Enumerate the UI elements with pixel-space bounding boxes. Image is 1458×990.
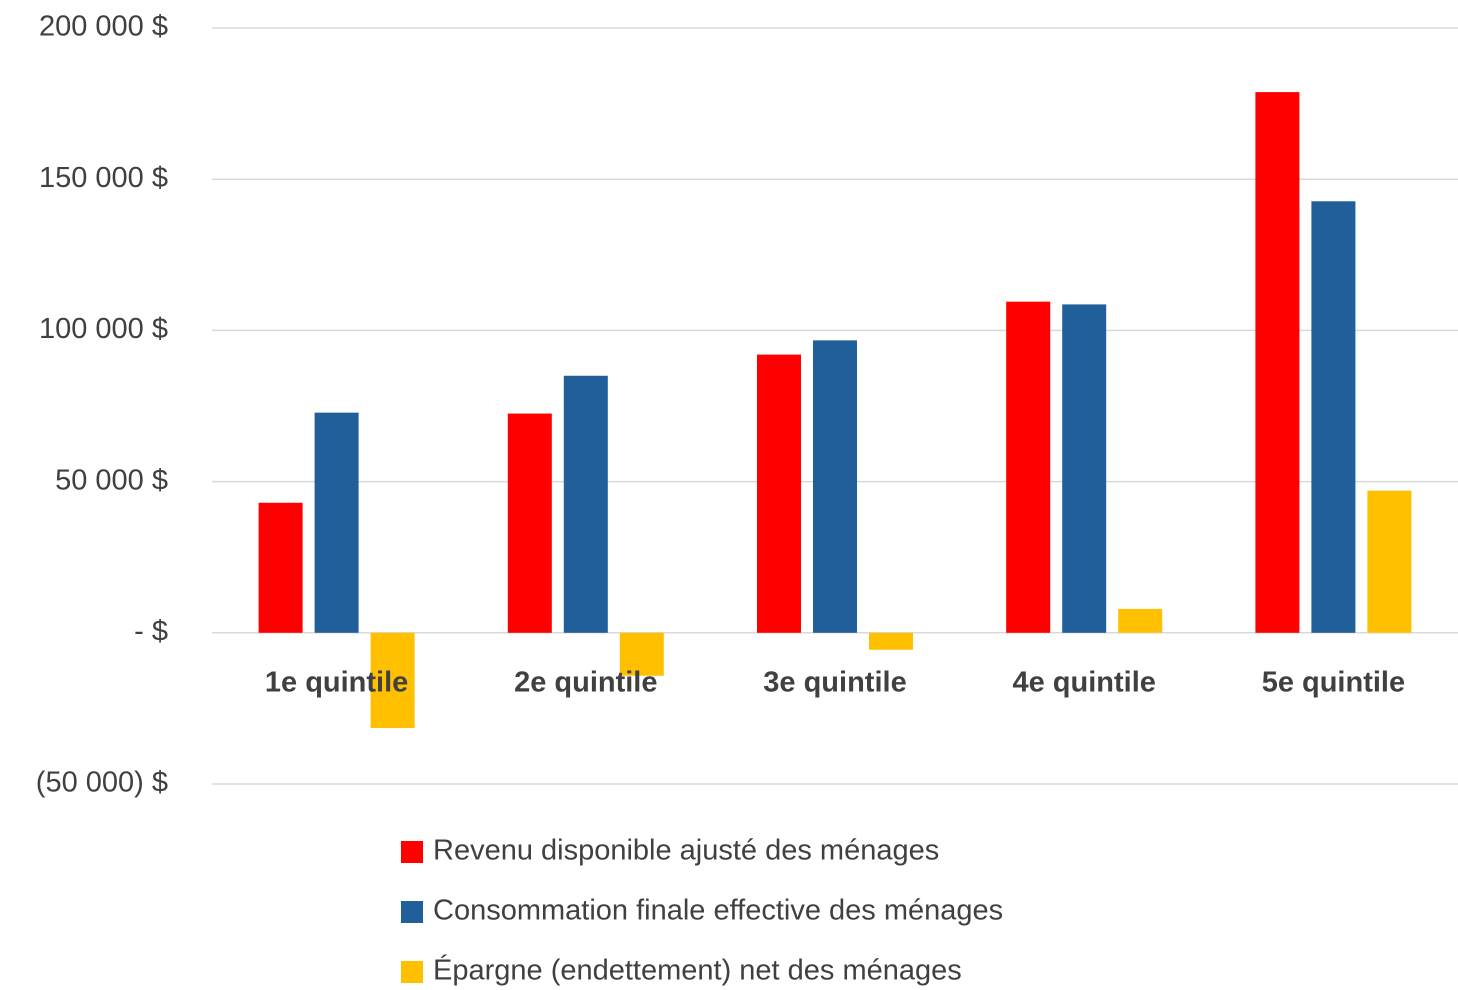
legend-swatch (401, 961, 423, 983)
x-tick-label: 2e quintile (514, 667, 657, 699)
bar (813, 340, 857, 633)
legend-label: Épargne (endettement) net des ménages (433, 954, 962, 987)
bar (507, 413, 552, 633)
bar (757, 354, 801, 633)
y-tick-label: 50 000 $ (55, 464, 168, 496)
x-tick-label: 3e quintile (763, 667, 906, 699)
y-tick-label: 150 000 $ (39, 162, 168, 194)
y-tick-label: 200 000 $ (39, 11, 168, 43)
bar (619, 632, 664, 676)
bar (258, 502, 303, 633)
y-tick-label: - $ (134, 615, 168, 647)
bar (1311, 201, 1356, 633)
x-tick-label: 4e quintile (1012, 667, 1155, 699)
x-tick-label: 1e quintile (265, 667, 408, 699)
y-tick-label: 100 000 $ (39, 313, 168, 345)
bar (1006, 301, 1051, 633)
bar (563, 375, 608, 633)
bar (1367, 490, 1412, 633)
bar (314, 412, 359, 633)
bar (1062, 304, 1107, 633)
bar (1118, 608, 1163, 633)
bar (370, 632, 415, 729)
y-tick-label: (50 000) $ (36, 767, 168, 799)
legend-label: Consommation finale effective des ménage… (433, 895, 1003, 927)
x-tick-label: 5e quintile (1262, 667, 1405, 699)
legend-label: Revenu disponible ajusté des ménages (433, 835, 939, 867)
bar (1255, 92, 1300, 633)
bar (869, 632, 913, 650)
legend-swatch (401, 841, 423, 863)
legend-swatch (401, 901, 423, 923)
